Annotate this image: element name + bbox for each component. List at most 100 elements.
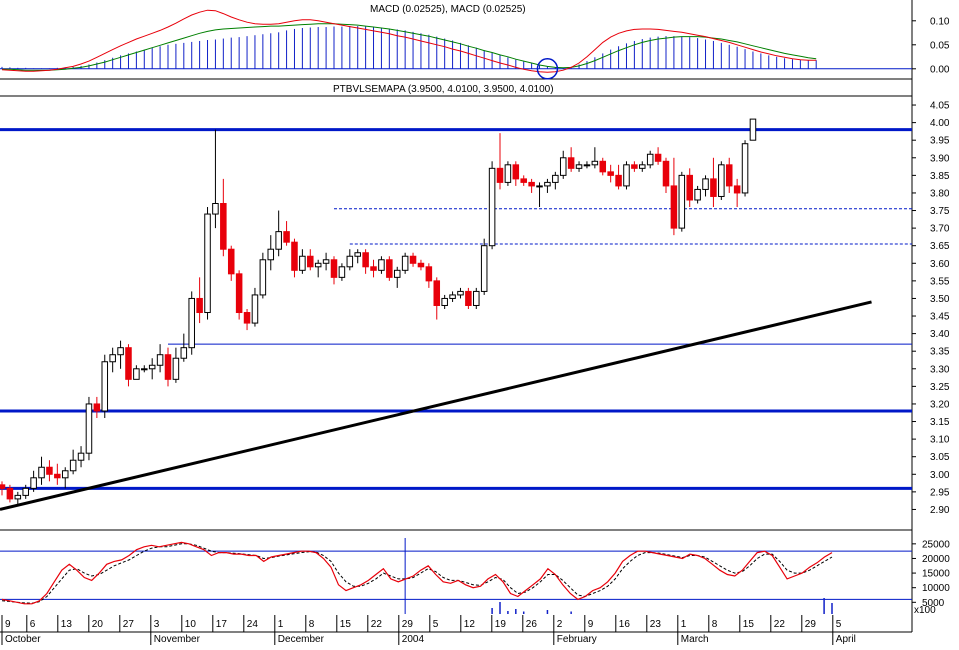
x-axis-day-label: 12 (464, 619, 476, 630)
trend-line (0, 300, 872, 511)
candle-body (575, 164, 583, 169)
candle-body (354, 252, 361, 257)
candle-body (125, 347, 132, 380)
x-axis-day-label: 29 (805, 619, 817, 630)
x-axis-day-label: 19 (495, 619, 507, 630)
x-axis-day-label: 8 (309, 619, 315, 630)
candle-body (46, 466, 53, 475)
candle-body (670, 185, 678, 229)
candle-body (480, 245, 488, 292)
candle-body (338, 266, 346, 278)
x-axis-day-label: 15 (340, 619, 352, 630)
price-y-tick-label: 3.00 (930, 470, 950, 481)
candle-body (409, 255, 417, 264)
macd-y-tick-label: 0.00 (930, 64, 950, 75)
candle-body (449, 294, 456, 299)
oscillator-y-tick-label: 20000 (922, 554, 950, 565)
candle-body (307, 255, 314, 268)
candle-body (196, 297, 203, 314)
x-axis-day-label: 10 (185, 619, 197, 630)
candle-body (733, 185, 741, 194)
candle-body (243, 312, 251, 324)
candle-body (30, 477, 37, 489)
macd-signal-line (2, 23, 817, 71)
price-y-tick-label: 3.60 (930, 259, 950, 270)
oscillator-y-tick-label: 5000 (922, 598, 945, 609)
x-axis-month-label: October (5, 634, 41, 645)
x-axis-day-label: 27 (123, 619, 135, 630)
price-y-tick-label: 4.05 (930, 101, 950, 112)
candle-body (14, 494, 22, 500)
x-axis-month-label: November (154, 634, 201, 645)
x-axis-day-label: 13 (61, 619, 73, 630)
candle-body (117, 347, 124, 356)
x-axis-day-label: 8 (712, 619, 718, 630)
price-y-tick-label: 3.30 (930, 364, 950, 375)
x-axis-day-label: 9 (5, 619, 11, 630)
price-y-tick-label: 3.25 (930, 382, 950, 393)
candle-body (425, 266, 433, 282)
price-y-tick-label: 2.95 (930, 487, 950, 498)
candle-body (156, 354, 164, 366)
candle-body (528, 181, 535, 187)
x-axis-month-label: April (836, 634, 856, 645)
candle-body (164, 354, 172, 380)
x-axis-day-label: 26 (526, 619, 538, 630)
candle-body (251, 294, 259, 324)
candle-body (749, 118, 757, 141)
price-y-tick-label: 3.40 (930, 329, 950, 340)
price-y-tick-label: 3.15 (930, 417, 950, 428)
candle-body (417, 262, 425, 268)
candle-body (109, 354, 116, 363)
candle-body (346, 255, 354, 268)
candle-body (299, 255, 306, 271)
candle-body (322, 259, 330, 264)
candle-body (678, 174, 686, 229)
candle-body (93, 403, 101, 412)
x-axis-day-label: 15 (743, 619, 755, 630)
candle-body (520, 178, 527, 183)
candle-body (267, 248, 275, 261)
candle-body (702, 178, 709, 190)
candle-body (401, 255, 409, 271)
candle-body (607, 171, 614, 176)
candle-body (441, 297, 448, 306)
candle-body (180, 347, 188, 359)
candle-body (330, 259, 338, 278)
candle-body (741, 143, 749, 194)
candle-body (599, 160, 607, 173)
macd-y-tick-label: 0.10 (930, 16, 950, 27)
price-y-tick-label: 3.20 (930, 399, 950, 410)
candle-body (639, 164, 646, 169)
candle-body (623, 164, 630, 187)
price-y-tick-label: 3.70 (930, 224, 950, 235)
price-y-tick-label: 3.95 (930, 136, 950, 147)
price-y-tick-label: 3.10 (930, 435, 950, 446)
x-axis-day-label: 20 (92, 619, 104, 630)
candle-body (615, 174, 622, 187)
price-y-tick-label: 3.90 (930, 153, 950, 164)
candle-body (473, 290, 480, 306)
x-axis-month-label: February (557, 634, 597, 645)
candle-body (0, 484, 6, 489)
oscillator-signal-line (1, 543, 833, 604)
x-axis-day-label: 16 (619, 619, 631, 630)
candle-body (235, 273, 243, 314)
candle-body (465, 290, 472, 306)
oscillator-line (1, 541, 833, 605)
candle-body (38, 466, 45, 479)
candle-body (204, 213, 211, 314)
candle-body (433, 280, 441, 306)
candle-body (378, 259, 385, 271)
candle-body (694, 188, 701, 201)
candle-body (536, 185, 543, 188)
price-title: PTBVLSEMAPA (3.9500, 4.0100, 3.9500, 4.0… (333, 84, 554, 95)
candle-body (646, 153, 654, 166)
candle-body (133, 368, 140, 380)
candle-body (457, 290, 464, 296)
x-axis-day-label: 17 (216, 619, 228, 630)
x-axis-day-label: 22 (371, 619, 383, 630)
oscillator-scale-note: x100 (914, 605, 936, 616)
candle-body (591, 160, 599, 166)
